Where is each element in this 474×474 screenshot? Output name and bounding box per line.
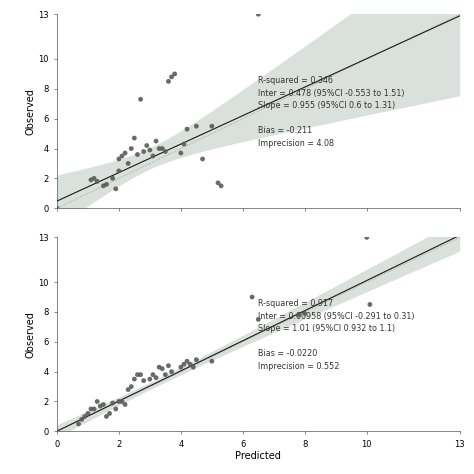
Point [103, 413, 110, 420]
Point [130, 375, 138, 383]
X-axis label: Predicted: Predicted [236, 451, 281, 462]
Point [295, 311, 302, 319]
Point [134, 371, 141, 378]
Point [152, 137, 160, 145]
Point [158, 145, 166, 152]
Point [248, 293, 256, 301]
Point [143, 142, 151, 149]
Text: R-squared = 0.346
Inter = 0.478 (95%CI -0.553 to 1.51)
Slope = 0.955 (95%CI 0.6 : R-squared = 0.346 Inter = 0.478 (95%CI -… [258, 76, 405, 148]
Point [124, 386, 132, 393]
Point [93, 398, 101, 405]
Point [366, 301, 374, 308]
Point [128, 383, 135, 391]
Point [149, 371, 157, 378]
Text: R-squared = 0.917
Inter = 0.00958 (95%CI -0.291 to 0.31)
Slope = 1.01 (95%CI 0.9: R-squared = 0.917 Inter = 0.00958 (95%CI… [258, 300, 415, 371]
Point [146, 375, 154, 383]
Point [137, 371, 145, 378]
Point [118, 398, 126, 405]
Point [214, 179, 222, 187]
Point [183, 357, 191, 365]
Point [87, 405, 95, 413]
Point [53, 204, 61, 212]
Point [84, 410, 91, 417]
Point [164, 362, 172, 369]
Point [255, 316, 262, 323]
Point [97, 402, 104, 410]
Point [162, 371, 169, 378]
Point [100, 182, 107, 190]
Point [155, 145, 163, 152]
Point [130, 134, 138, 142]
Y-axis label: Observed: Observed [25, 311, 35, 358]
Point [87, 176, 95, 183]
Point [118, 152, 126, 160]
Point [140, 377, 147, 384]
Point [121, 149, 129, 157]
Point [112, 405, 119, 413]
Point [186, 360, 194, 368]
Point [149, 152, 157, 160]
Point [177, 149, 185, 157]
Point [218, 182, 225, 190]
Point [128, 145, 135, 152]
Point [137, 95, 145, 103]
Point [190, 364, 197, 371]
Y-axis label: Observed: Observed [25, 88, 35, 135]
Point [146, 146, 154, 154]
Point [121, 401, 129, 408]
Point [155, 364, 163, 371]
Point [164, 78, 172, 85]
Point [208, 122, 216, 130]
Point [162, 148, 169, 155]
Point [115, 167, 123, 175]
Point [81, 413, 89, 420]
Point [183, 125, 191, 133]
Point [158, 365, 166, 373]
Point [192, 356, 200, 364]
Point [177, 364, 185, 371]
Point [171, 70, 178, 78]
Point [134, 151, 141, 158]
Point [90, 405, 98, 413]
Point [109, 174, 117, 182]
Point [53, 428, 61, 435]
Point [103, 181, 110, 188]
Point [93, 178, 101, 185]
Point [100, 401, 107, 408]
Point [152, 374, 160, 382]
Point [180, 360, 188, 368]
Point [363, 234, 371, 241]
Point [75, 420, 82, 428]
Point [140, 148, 147, 155]
Point [115, 398, 123, 405]
Point [180, 140, 188, 148]
Point [301, 310, 309, 317]
Point [109, 399, 117, 407]
Point [112, 185, 119, 192]
Point [124, 160, 132, 167]
Point [168, 368, 175, 375]
Point [255, 10, 262, 18]
Point [192, 122, 200, 130]
Point [199, 155, 206, 163]
Point [208, 357, 216, 365]
Point [168, 73, 175, 81]
Point [106, 410, 113, 417]
Point [90, 174, 98, 182]
Point [78, 416, 85, 423]
Point [115, 155, 123, 163]
